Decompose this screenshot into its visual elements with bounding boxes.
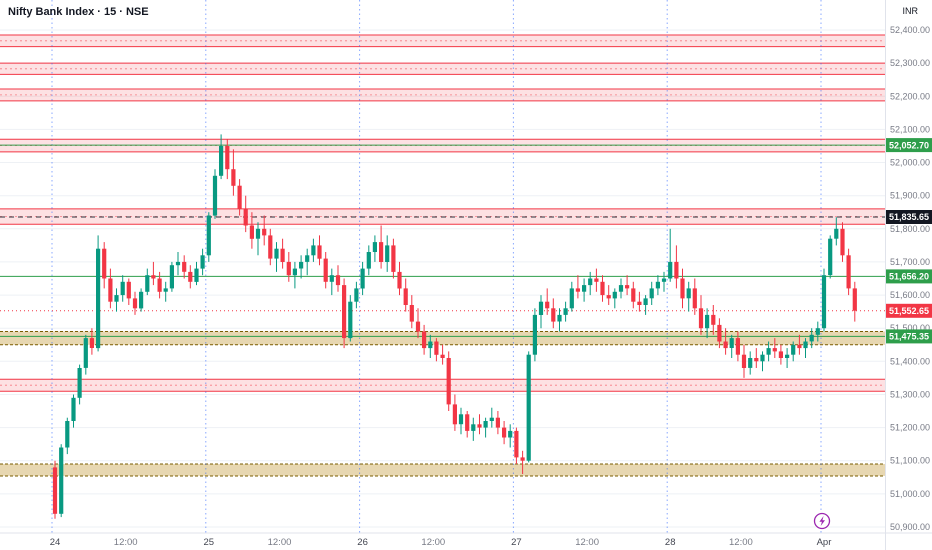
svg-text:24: 24 [50, 537, 61, 548]
svg-text:52,052.70: 52,052.70 [889, 140, 929, 150]
svg-text:12:00: 12:00 [729, 537, 753, 548]
svg-text:12:00: 12:00 [114, 537, 138, 548]
svg-text:51,000.00: 51,000.00 [890, 489, 930, 499]
lightning-icon[interactable] [813, 512, 831, 530]
time-axis[interactable]: 24 12:00 25 12:00 26 12:00 27 12:00 28 12:00 Apr [50, 537, 832, 548]
zone-band[interactable] [0, 464, 885, 476]
zone-band[interactable] [0, 89, 885, 101]
svg-text:26: 26 [357, 537, 368, 548]
svg-text:51,400.00: 51,400.00 [890, 356, 930, 366]
svg-text:51,900.00: 51,900.00 [890, 191, 930, 201]
svg-text:51,600.00: 51,600.00 [890, 290, 930, 300]
svg-text:28: 28 [665, 537, 676, 548]
zone-band[interactable] [0, 379, 885, 392]
svg-text:25: 25 [204, 537, 215, 548]
price-lines[interactable] [0, 144, 885, 337]
svg-text:51,475.35: 51,475.35 [889, 332, 929, 342]
svg-text:52,000.00: 52,000.00 [890, 158, 930, 168]
zone-band[interactable] [0, 331, 885, 345]
price-line-label[interactable]: 51,475.35 [886, 329, 932, 344]
svg-text:12:00: 12:00 [575, 537, 599, 548]
svg-text:52,200.00: 52,200.00 [890, 91, 930, 101]
svg-text:51,835.65: 51,835.65 [889, 212, 929, 222]
svg-text:27: 27 [511, 537, 522, 548]
zone-band[interactable] [0, 35, 885, 47]
svg-text:12:00: 12:00 [421, 537, 445, 548]
svg-text:51,800.00: 51,800.00 [890, 224, 930, 234]
price-zones[interactable] [0, 34, 885, 477]
svg-text:51,552.65: 51,552.65 [889, 306, 929, 316]
candles-series[interactable] [52, 134, 857, 519]
zone-band[interactable] [0, 63, 885, 75]
price-axis-labels[interactable]: 52,052.70 51,835.65 51,656.20 51,552.65 51,4… [886, 138, 932, 344]
svg-text:51,300.00: 51,300.00 [890, 390, 930, 400]
price-line-label[interactable]: 51,835.65 [886, 210, 932, 224]
svg-text:51,100.00: 51,100.00 [890, 456, 930, 466]
price-line-label[interactable]: 51,656.20 [886, 269, 932, 284]
svg-text:51,656.20: 51,656.20 [889, 272, 929, 282]
currency-label: INR [902, 6, 919, 16]
svg-text:12:00: 12:00 [268, 537, 292, 548]
svg-text:52,400.00: 52,400.00 [890, 25, 930, 35]
svg-text:Apr: Apr [817, 537, 832, 548]
price-line-label[interactable]: 51,552.65 [886, 303, 932, 318]
grid-lines [0, 29, 885, 528]
svg-text:52,100.00: 52,100.00 [890, 124, 930, 134]
price-line-label[interactable]: 52,052.70 [886, 138, 932, 153]
svg-text:52,300.00: 52,300.00 [890, 58, 930, 68]
svg-text:51,700.00: 51,700.00 [890, 257, 930, 267]
price-axis[interactable]: 52,400.00 52,300.00 52,200.00 52,100.00 52,0… [890, 25, 930, 532]
svg-text:51,200.00: 51,200.00 [890, 423, 930, 433]
svg-text:51,500.00: 51,500.00 [890, 323, 930, 333]
svg-text:50,900.00: 50,900.00 [890, 522, 930, 532]
symbol-title[interactable]: Nifty Bank Index · 15 · NSE [8, 6, 149, 18]
session-separators [51, 0, 822, 533]
